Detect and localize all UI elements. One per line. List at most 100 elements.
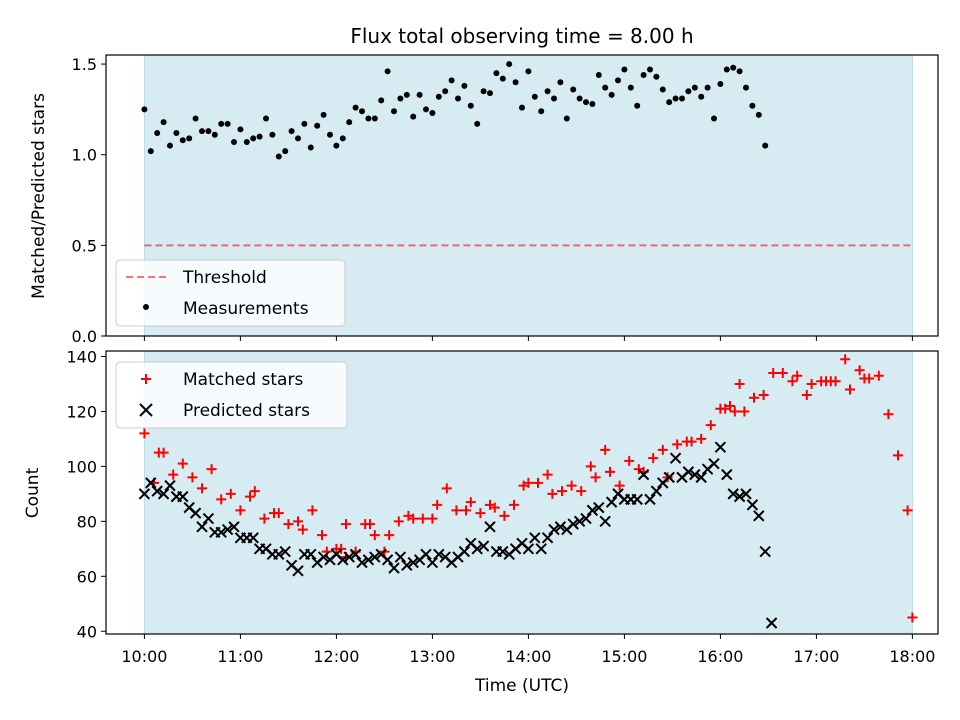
y-tick-label: 0.0: [72, 327, 97, 346]
measurement-point: [339, 135, 346, 142]
matched-star-point: [590, 472, 601, 483]
matched-star-point: [576, 486, 587, 497]
measurement-point: [192, 115, 199, 122]
predicted-star-point: [202, 512, 215, 525]
predicted-star-point: [765, 617, 778, 629]
measurement-point: [602, 84, 609, 91]
predicted-star-point: [477, 540, 490, 552]
predicted-star-point: [535, 543, 547, 555]
predicted-star-point: [394, 551, 407, 563]
predicted-star-point: [247, 532, 259, 544]
predicted-star-point: [349, 548, 362, 561]
measurement-point: [615, 77, 621, 84]
predicted-star-point: [714, 441, 727, 453]
measurement-point: [403, 91, 410, 98]
measurement-point: [269, 131, 276, 138]
legend-matched-swatch: [141, 374, 151, 384]
predicted-star-point: [529, 532, 541, 544]
measurement-point: [467, 102, 474, 109]
measurement-point: [589, 100, 596, 107]
measurement-point: [199, 128, 205, 135]
measurement-point: [147, 148, 154, 155]
predicted-star-point: [215, 526, 227, 539]
predicted-star-point: [759, 545, 771, 558]
matched-star-point: [600, 444, 611, 455]
matched-star-point: [499, 510, 510, 521]
predicted-star-point: [586, 504, 599, 517]
measurement-point: [698, 93, 705, 100]
measurement-point: [288, 128, 295, 135]
measurement-point: [416, 91, 423, 98]
x-tick-label: 12:00: [313, 647, 359, 666]
predicted-star-point: [541, 532, 554, 544]
measurement-point: [640, 71, 647, 78]
measurement-point: [583, 99, 589, 106]
measurement-point: [365, 115, 372, 122]
matched-star-point: [293, 516, 303, 527]
measurement-point: [525, 68, 532, 75]
x-tick-label: 16:00: [697, 647, 743, 666]
predicted-star-point: [682, 466, 695, 478]
matched-star-point: [725, 400, 735, 411]
matched-star-point: [787, 376, 798, 387]
matched-star-point: [417, 513, 428, 524]
matched-star-point: [830, 376, 841, 387]
x-tick-label: 13:00: [409, 647, 455, 666]
matched-star-point: [696, 433, 707, 444]
y-tick-label: 60: [77, 567, 97, 586]
measurement-point: [167, 142, 173, 149]
matched-star-point: [902, 505, 913, 516]
matched-star-point: [585, 461, 596, 472]
matched-star-point: [873, 370, 884, 381]
matched-star-point: [489, 502, 500, 513]
predicted-star-point: [573, 515, 586, 528]
measurement-point: [608, 91, 615, 98]
matched-star-point: [509, 499, 519, 510]
measurement-point: [378, 97, 385, 104]
legend-box: [115, 361, 348, 429]
matched-star-point: [893, 450, 903, 461]
measurement-point: [371, 115, 378, 122]
predicted-star-point: [695, 471, 707, 484]
matched-star-point: [475, 508, 486, 519]
legend-box: [115, 259, 346, 327]
predicted-star-point: [305, 548, 317, 561]
predicted-star-point: [221, 523, 234, 536]
measurement-point: [634, 102, 641, 109]
measurement-point: [391, 108, 397, 115]
matched-star-point: [705, 420, 716, 431]
predicted-star-point: [362, 554, 375, 566]
predicted-star-point: [388, 562, 400, 574]
predicted-star-point: [343, 551, 355, 563]
predicted-star-point: [599, 515, 611, 528]
x-tick-label: 17:00: [793, 647, 839, 666]
predicted-star-point: [593, 501, 605, 514]
x-tick-label: 14:00: [505, 647, 551, 666]
matched-star-point: [547, 488, 558, 499]
measurement-point: [461, 82, 468, 89]
y-tick-label: 1.0: [72, 146, 97, 165]
measurement-point: [493, 70, 500, 77]
measurement-point: [755, 111, 762, 118]
predicted-star-point: [631, 493, 643, 506]
predicted-star-point: [279, 545, 291, 558]
predicted-star-point: [689, 468, 701, 481]
predicted-star-point: [196, 521, 208, 533]
predicted-star-point: [426, 556, 439, 569]
top-panel: 0.0 0.5 1.0 1.5 Threshold Measurements: [72, 54, 939, 346]
predicted-star-point: [740, 488, 752, 500]
measurement-point: [506, 61, 513, 68]
x-tick-label: 11:00: [217, 647, 263, 666]
measurement-point: [576, 95, 583, 102]
measurement-point: [653, 73, 660, 80]
predicted-star-point: [292, 565, 304, 577]
matched-star-point: [177, 458, 188, 469]
matched-star-point: [427, 513, 438, 524]
matched-star-point: [283, 519, 294, 530]
measurement-point: [563, 115, 570, 122]
matched-star-point: [542, 469, 553, 480]
matched-star-point: [307, 505, 318, 516]
predicted-star-point: [317, 551, 330, 563]
top-axes-frame: [105, 54, 939, 337]
measurement-point: [551, 95, 557, 102]
